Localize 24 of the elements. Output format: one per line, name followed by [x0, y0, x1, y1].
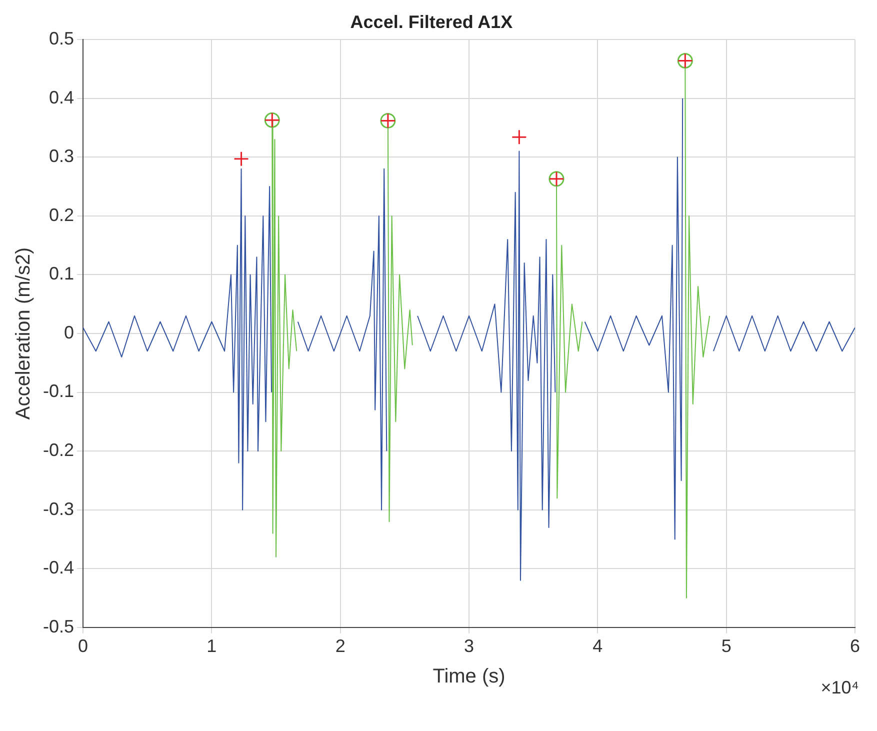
y-tick-label: 0.1 [48, 264, 74, 284]
y-tick-label: -0.2 [42, 440, 74, 460]
y-tick-label: 0 [64, 322, 74, 342]
x-tick-label: 5 [721, 636, 732, 656]
x-tick-label: 1 [206, 636, 217, 656]
x-axis-title: Time (s) [432, 666, 506, 688]
point [511, 129, 527, 145]
point [234, 151, 250, 167]
y-tick-label: 0.5 [48, 28, 74, 49]
x-tick-label: 3 [464, 636, 474, 656]
x-tick-label: 0 [78, 636, 88, 656]
y-tick-label: 0.4 [48, 87, 74, 108]
y-tick-label: -0.4 [42, 558, 74, 578]
y-tick-label: -0.5 [42, 616, 74, 636]
y-axis-title: Acceleration (m/s2) [12, 247, 35, 420]
x-tick-label: 6 [850, 636, 860, 656]
chart-title: Accel. Filtered A1X [350, 12, 513, 32]
y-tick-label: -0.1 [42, 381, 74, 402]
text: ×10⁴ [820, 677, 859, 698]
x-tick-label: 2 [335, 636, 346, 656]
y-tick-label: 0.3 [48, 146, 74, 166]
y-tick-label: 0.2 [48, 204, 74, 225]
x-tick-label: 4 [592, 636, 603, 656]
y-tick-label: -0.3 [42, 498, 74, 519]
